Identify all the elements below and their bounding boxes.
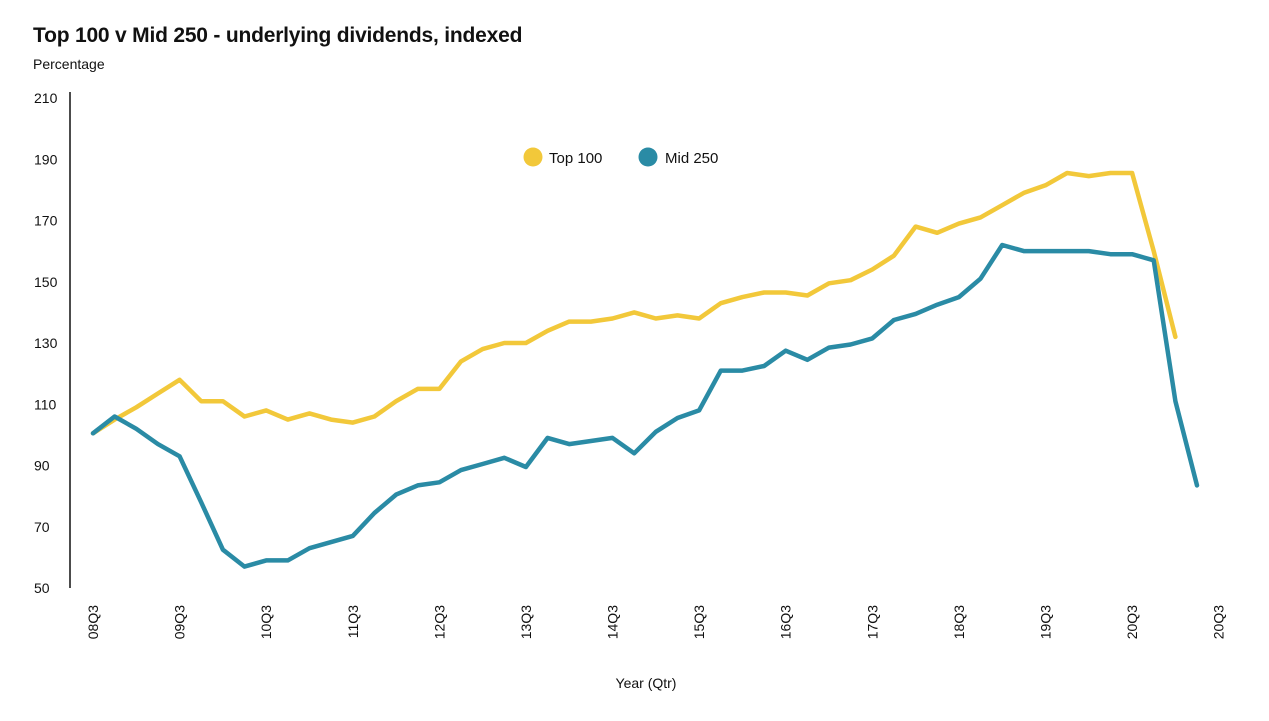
- x-tick-label: 18Q3: [951, 605, 967, 639]
- y-tick-label: 110: [34, 396, 57, 412]
- x-tick-label: 17Q3: [864, 605, 880, 639]
- y-tick-label: 190: [34, 151, 58, 167]
- y-axis-label: Percentage: [33, 56, 105, 72]
- y-tick-label: 70: [34, 519, 50, 535]
- x-axis-label: Year (Qtr): [616, 675, 677, 691]
- y-tick-label: 170: [34, 213, 58, 229]
- legend-label: Top 100: [549, 150, 602, 167]
- legend-marker: [638, 147, 658, 167]
- x-tick-label: 10Q3: [258, 605, 274, 639]
- legend-label: Mid 250: [665, 150, 718, 167]
- y-tick-label: 50: [34, 580, 50, 596]
- x-tick-label: 13Q3: [518, 605, 534, 639]
- series-line-mid-250: [90, 242, 1200, 569]
- y-tick-label: 210: [34, 90, 58, 106]
- series-line-top-100: [90, 170, 1178, 436]
- y-tick-label: 90: [34, 458, 50, 474]
- x-tick-label: 15Q3: [691, 605, 707, 639]
- x-tick-label: 11Q3: [345, 605, 361, 638]
- x-tick-label: 09Q3: [172, 605, 188, 639]
- y-tick-label: 130: [34, 335, 58, 351]
- x-tick-label: 08Q3: [85, 605, 101, 639]
- chart-title: Top 100 v Mid 250 - underlying dividends…: [33, 24, 523, 47]
- y-tick-label: 150: [34, 274, 58, 290]
- legend-marker: [523, 147, 543, 167]
- x-tick-label: 16Q3: [778, 605, 794, 639]
- x-tick-label: 12Q3: [431, 605, 447, 639]
- x-tick-label: 20Q3: [1124, 605, 1140, 639]
- x-tick-label: 14Q3: [605, 605, 621, 639]
- x-tick-label: 20Q3: [1211, 605, 1227, 639]
- x-tick-label: 19Q3: [1037, 605, 1053, 639]
